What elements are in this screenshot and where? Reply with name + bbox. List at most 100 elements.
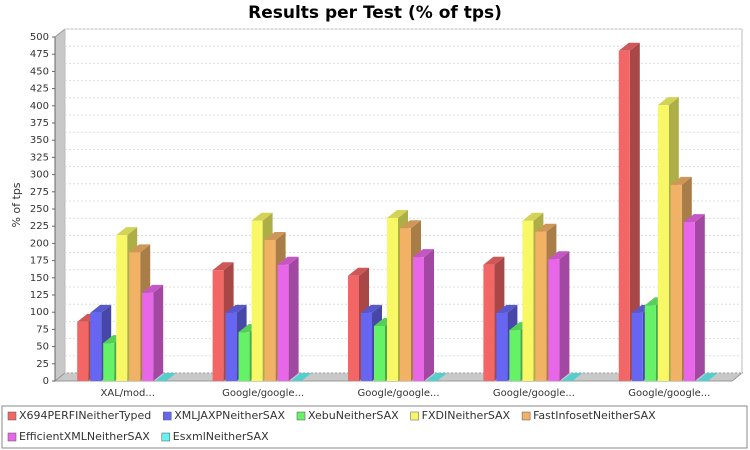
bar: [238, 332, 250, 381]
legend-swatch: [521, 411, 531, 421]
x-tick-label: XAL/mod...: [101, 388, 155, 399]
bar-top: [212, 262, 234, 271]
bar-top: [290, 373, 312, 381]
bar-group: [142, 284, 164, 381]
bar: [251, 220, 263, 381]
bar: [90, 312, 102, 381]
chart-title: Results per Test (% of tps): [248, 3, 502, 23]
bar: [683, 222, 695, 381]
legend-swatch: [7, 432, 17, 442]
bar-group: [561, 373, 583, 381]
bar: [103, 343, 115, 381]
legend-label: FastInfosetNeitherSAX: [533, 409, 656, 422]
bar-group: [548, 251, 570, 381]
bar: [535, 231, 547, 381]
legend-label: EsxmlNeitherSAX: [173, 430, 269, 443]
y-tick-label: 225: [30, 221, 49, 232]
legend-label: FXDINeitherSAX: [422, 409, 511, 422]
legend-label: X694PERFINeitherTyped: [19, 409, 151, 422]
y-tick-label: 350: [30, 135, 49, 146]
bar: [212, 270, 224, 381]
y-tick-label: 400: [30, 101, 49, 112]
bar: [277, 264, 289, 381]
bar-side: [153, 284, 164, 381]
bar: [496, 312, 508, 381]
bar-top: [129, 244, 151, 253]
bar-top: [426, 373, 447, 381]
bar: [483, 264, 495, 381]
bar: [264, 239, 276, 381]
bar-top: [522, 212, 544, 221]
bar-side: [694, 214, 705, 381]
bar-group: [413, 249, 434, 381]
legend-swatch: [410, 411, 419, 421]
x-tick-label: Google/google...: [493, 388, 575, 399]
bar-top: [142, 284, 164, 293]
bar-group: [155, 373, 177, 381]
bar: [77, 321, 89, 381]
bar-top: [496, 304, 518, 313]
left-wall: [54, 27, 66, 383]
bar-top: [251, 212, 273, 221]
bar-group: [696, 373, 718, 381]
bar: [618, 50, 630, 381]
y-tick-label: 150: [30, 273, 49, 284]
y-tick-label: 75: [36, 324, 49, 335]
bar: [631, 312, 643, 381]
bar-top: [548, 251, 570, 260]
bar: [413, 257, 424, 381]
bar-group: [426, 373, 447, 381]
bar: [644, 305, 656, 381]
bar: [361, 312, 372, 381]
legend-label: EfficientXMLNeitherSAX: [19, 430, 150, 443]
bar-top: [90, 304, 112, 313]
bar-top: [670, 176, 692, 185]
bar-top: [155, 373, 177, 381]
legend-label: XMLJAXPNeitherSAX: [174, 409, 285, 422]
bar-top: [683, 214, 705, 223]
bar-top: [361, 304, 382, 313]
bar: [142, 292, 154, 381]
bar: [670, 184, 682, 381]
y-tick-label: 500: [30, 32, 49, 43]
bar-top: [277, 256, 299, 265]
bar: [522, 220, 534, 381]
bar: [348, 275, 359, 381]
y-tick-label: 275: [30, 187, 49, 198]
y-tick-label: 175: [30, 256, 49, 267]
legend-swatch: [162, 411, 172, 421]
bar-group: [290, 373, 312, 381]
y-tick-label: 425: [30, 84, 49, 95]
y-tick-label: 300: [30, 170, 49, 181]
bar: [657, 105, 669, 381]
bar: [374, 325, 385, 381]
bar-top: [618, 42, 640, 51]
x-tick-label: Google/google...: [357, 388, 439, 399]
bar-side: [288, 256, 299, 381]
legend-swatch: [296, 411, 306, 421]
y-axis-label: % of tps: [10, 182, 23, 227]
bar-top: [400, 220, 421, 229]
y-tick-label: 450: [30, 66, 49, 77]
bar-top: [413, 249, 434, 258]
x-tick-label: Google/google...: [222, 388, 304, 399]
bar-group: [618, 42, 640, 381]
bar: [509, 330, 521, 381]
bar-group: [683, 214, 705, 381]
legend-swatch: [7, 411, 17, 421]
bar-top: [264, 231, 286, 240]
bar-top: [696, 373, 718, 381]
bar-top: [535, 223, 557, 232]
bar: [387, 217, 398, 381]
x-tick-label: Google/google...: [628, 388, 710, 399]
bar-side: [629, 42, 640, 381]
bar: [400, 228, 411, 381]
bar: [129, 252, 141, 381]
y-tick-label: 325: [30, 152, 49, 163]
bar-top: [657, 97, 679, 106]
bar-top: [561, 373, 583, 381]
bar-top: [387, 209, 408, 218]
y-tick-label: 250: [30, 204, 49, 215]
bar-side: [559, 251, 570, 381]
